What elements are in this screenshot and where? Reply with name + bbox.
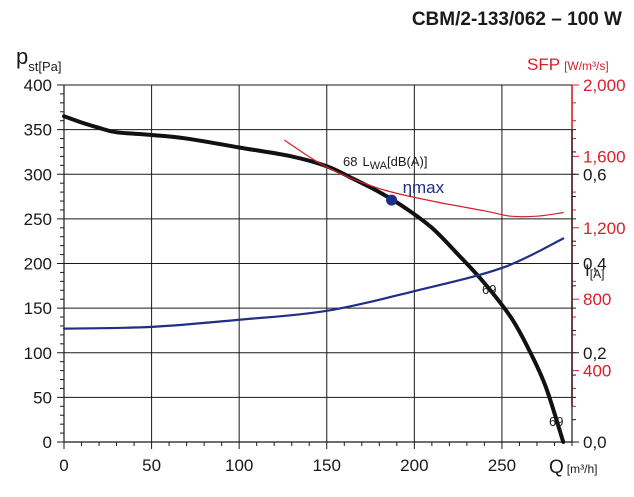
- eta-max-label: ηmax: [403, 178, 445, 197]
- x-axis-label: Q [m³/h]: [549, 457, 597, 478]
- y-axis-label-main: p: [16, 44, 28, 69]
- series-line-current: [62, 237, 565, 330]
- y3-tick-label: 0,4: [583, 255, 607, 274]
- y3-tick-label: 0,0: [583, 433, 607, 452]
- y2-tick-label: 1,600: [583, 147, 626, 166]
- grid: [63, 84, 573, 443]
- series-group: [62, 114, 566, 444]
- y-axis-label: pst[Pa]: [16, 44, 62, 74]
- y-tick-label: 300: [24, 165, 52, 184]
- y-tick-label: 250: [24, 210, 52, 229]
- x-tick-label: 200: [400, 456, 428, 475]
- y-axis-label-unit: [Pa]: [38, 59, 61, 74]
- chart-title: CBM/2-133/062 – 100 W: [412, 9, 622, 30]
- y2-tick-label: 1,200: [583, 219, 626, 238]
- y2-tick-label: 2,000: [583, 76, 626, 95]
- y-tick-label: 400: [24, 76, 52, 95]
- y3-tick-label: 0,2: [583, 344, 607, 363]
- y2-axis-label-main: SFP: [527, 55, 560, 74]
- noise-label-69-upper: 69: [482, 282, 496, 297]
- noise-label-68-l: L: [362, 154, 369, 169]
- noise-label-68-unit: [dB(A)]: [387, 154, 427, 169]
- y2-axis-label: SFP [W/m³/s]: [527, 55, 609, 74]
- noise-label-68: 68 LWA[dB(A)]: [343, 154, 427, 172]
- y2-tick-label: 800: [583, 290, 611, 309]
- x-tick-label: 100: [225, 456, 253, 475]
- noise-label-69-lower: 69: [549, 414, 563, 429]
- x-axis-label-unit: [m³/h]: [567, 462, 598, 476]
- x-tick-label: 250: [488, 456, 516, 475]
- y-tick-label: 100: [24, 344, 52, 363]
- series-line-pressure: [62, 114, 566, 444]
- x-axis-label-main: Q: [549, 457, 564, 478]
- noise-label-68-wa: WA: [370, 160, 388, 172]
- y3-axis-label-main: I: [585, 261, 590, 280]
- y-axis-label-sub: st: [28, 59, 39, 74]
- y3-axis-label-unit: [A]: [590, 267, 605, 281]
- y-tick-label: 350: [24, 121, 52, 140]
- x-tick-label: 50: [142, 456, 161, 475]
- y-tick-label: 200: [24, 255, 52, 274]
- x-tick-label: 0: [59, 456, 68, 475]
- tick-labels: 0 50 100 150 200 250 0 50 100 150 200 250 300 350 400 4…: [24, 76, 626, 475]
- y-tick-label: 50: [33, 388, 52, 407]
- y3-axis-label: I[A]: [585, 261, 604, 281]
- x-tick-label: 150: [313, 456, 341, 475]
- y3-tick-label: 0,6: [583, 165, 607, 184]
- y2-tick-label: 400: [583, 362, 611, 381]
- series-line-sfp: [284, 139, 564, 218]
- y-tick-label: 0: [43, 433, 52, 452]
- y2-axis-label-unit: [W/m³/s]: [564, 59, 609, 73]
- eta-max-marker: [386, 194, 398, 206]
- noise-label-68-value: 68: [343, 154, 357, 169]
- minor-ticks: [57, 84, 579, 449]
- y-tick-label: 150: [24, 299, 52, 318]
